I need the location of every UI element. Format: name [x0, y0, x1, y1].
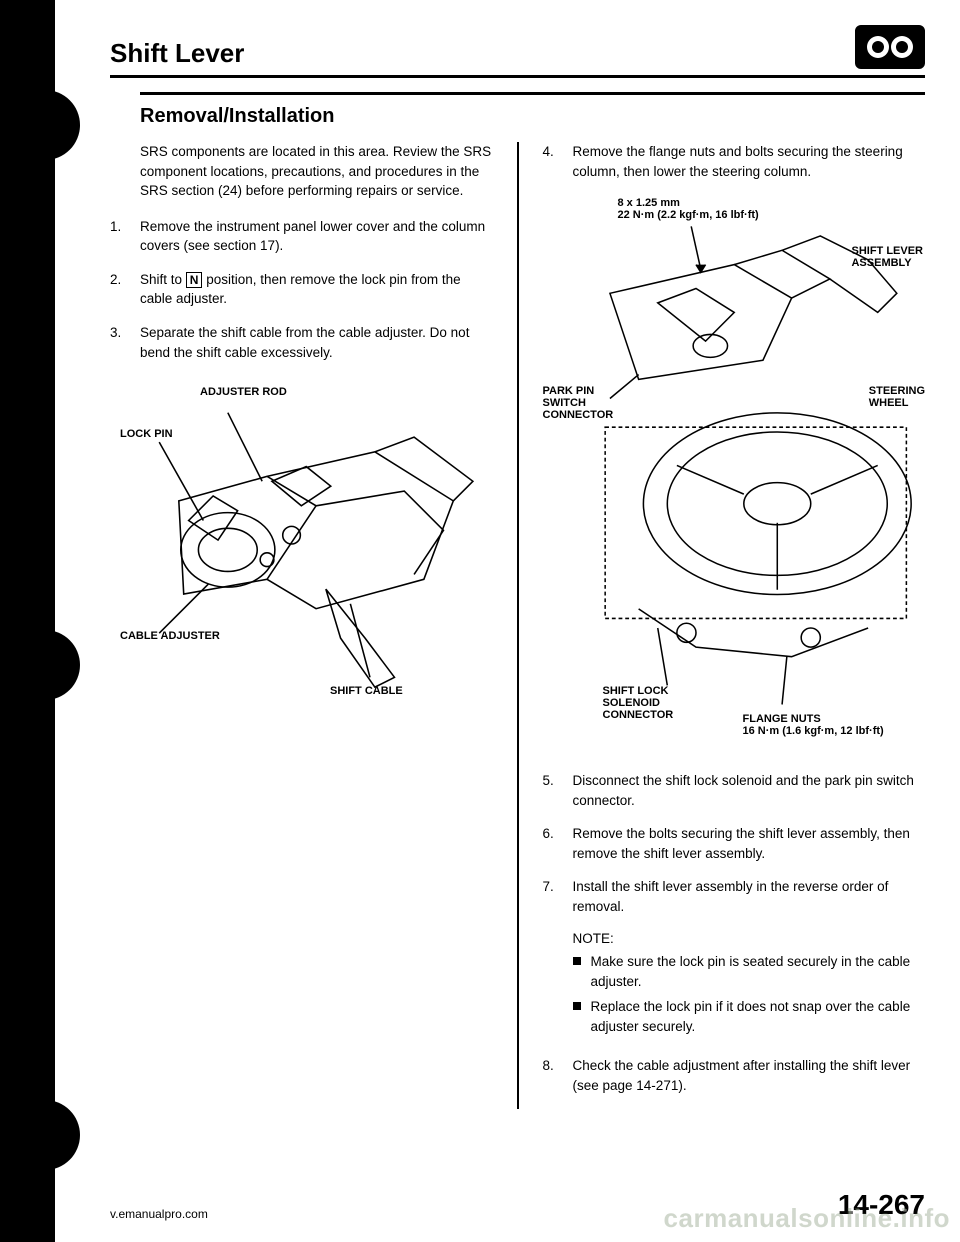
step-text: Shift to N position, then remove the loc… — [140, 270, 493, 309]
binder-tab — [0, 1100, 80, 1170]
intro-text: SRS components are located in this area.… — [140, 142, 493, 201]
note-item: Replace the lock pin if it does not snap… — [573, 997, 926, 1036]
label-cable-adjuster: CABLE ADJUSTER — [120, 630, 220, 642]
step-item: 7. Install the shift lever assembly in t… — [543, 877, 926, 1042]
label-park-pin: PARK PIN SWITCH CONNECTOR — [543, 385, 614, 421]
label-shift-cable: SHIFT CABLE — [330, 685, 403, 697]
step-text: Remove the bolts securing the shift leve… — [573, 824, 926, 863]
step-number: 7. — [543, 877, 559, 1042]
content-columns: SRS components are located in this area.… — [110, 142, 925, 1109]
step-number: 1. — [110, 217, 126, 256]
gears-icon — [855, 25, 925, 69]
label-torque1-l1: 8 x 1.25 mm — [618, 197, 680, 209]
note-item: Make sure the lock pin is seated securel… — [573, 952, 926, 991]
label-lock-pin: LOCK PIN — [120, 428, 173, 440]
section-title: Removal/Installation — [140, 92, 925, 128]
page-header: Shift Lever — [110, 25, 925, 78]
note-heading: NOTE: — [573, 929, 926, 949]
step-item: 1. Remove the instrument panel lower cov… — [110, 217, 493, 256]
step-number: 3. — [110, 323, 126, 362]
steps-left: 1. Remove the instrument panel lower cov… — [110, 217, 493, 362]
binder-edge — [0, 0, 55, 1242]
step-item: 2. Shift to N position, then remove the … — [110, 270, 493, 309]
step-item: 6. Remove the bolts securing the shift l… — [543, 824, 926, 863]
page-number: 14-267 — [838, 1189, 925, 1221]
label-shift-lever-assy: SHIFT LEVER ASSEMBLY — [851, 245, 923, 269]
page-title: Shift Lever — [110, 38, 244, 69]
label-torque2: 16 N·m (1.6 kgf·m, 12 lbf·ft) — [743, 725, 884, 737]
column-divider — [517, 142, 519, 1109]
page-content: Shift Lever Removal/Installation SRS com… — [80, 15, 945, 1227]
bullet-icon — [573, 1002, 581, 1010]
step-text: Check the cable adjustment after install… — [573, 1056, 926, 1095]
step-number: 5. — [543, 771, 559, 810]
figure-right: 8 x 1.25 mm 22 N·m (2.2 kgf·m, 16 lbf·ft… — [543, 195, 926, 755]
left-column: SRS components are located in this area.… — [110, 142, 493, 1109]
notes-list: Make sure the lock pin is seated securel… — [573, 952, 926, 1036]
binder-tab — [0, 630, 80, 700]
step-body: Install the shift lever assembly in the … — [573, 877, 926, 1042]
label-flange-nuts: FLANGE NUTS — [743, 713, 821, 725]
diagram-steering-column — [543, 195, 926, 755]
steps-right-bottom: 5. Disconnect the shift lock solenoid an… — [543, 771, 926, 1095]
binder-tab — [0, 90, 80, 160]
step-item: 3. Separate the shift cable from the cab… — [110, 323, 493, 362]
steps-right-top: 4. Remove the flange nuts and bolts secu… — [543, 142, 926, 181]
right-column: 4. Remove the flange nuts and bolts secu… — [543, 142, 926, 1109]
step-item: 4. Remove the flange nuts and bolts secu… — [543, 142, 926, 181]
page-footer: v.emanualpro.com 14-267 — [110, 1189, 925, 1221]
step-number: 6. — [543, 824, 559, 863]
figure-left: ADJUSTER ROD LOCK PIN CABLE ADJUSTER SHI… — [120, 380, 493, 710]
step-text: Install the shift lever assembly in the … — [573, 879, 889, 914]
step-item: 5. Disconnect the shift lock solenoid an… — [543, 771, 926, 810]
label-steering-wheel: STEERING WHEEL — [869, 385, 925, 409]
footer-site: v.emanualpro.com — [110, 1207, 208, 1221]
diagram-shift-cable — [120, 380, 493, 710]
step-number: 8. — [543, 1056, 559, 1095]
label-shift-lock: SHIFT LOCK SOLENOID CONNECTOR — [603, 685, 674, 721]
step-text: Remove the flange nuts and bolts securin… — [573, 142, 926, 181]
step-text: Remove the instrument panel lower cover … — [140, 217, 493, 256]
label-torque1-l2: 22 N·m (2.2 kgf·m, 16 lbf·ft) — [618, 209, 759, 221]
bullet-icon — [573, 957, 581, 965]
step-item: 8. Check the cable adjustment after inst… — [543, 1056, 926, 1095]
step-text: Separate the shift cable from the cable … — [140, 323, 493, 362]
step-number: 4. — [543, 142, 559, 181]
step-text: Disconnect the shift lock solenoid and t… — [573, 771, 926, 810]
step-number: 2. — [110, 270, 126, 309]
gear-position-box: N — [186, 272, 203, 288]
label-adjuster-rod: ADJUSTER ROD — [200, 386, 287, 398]
